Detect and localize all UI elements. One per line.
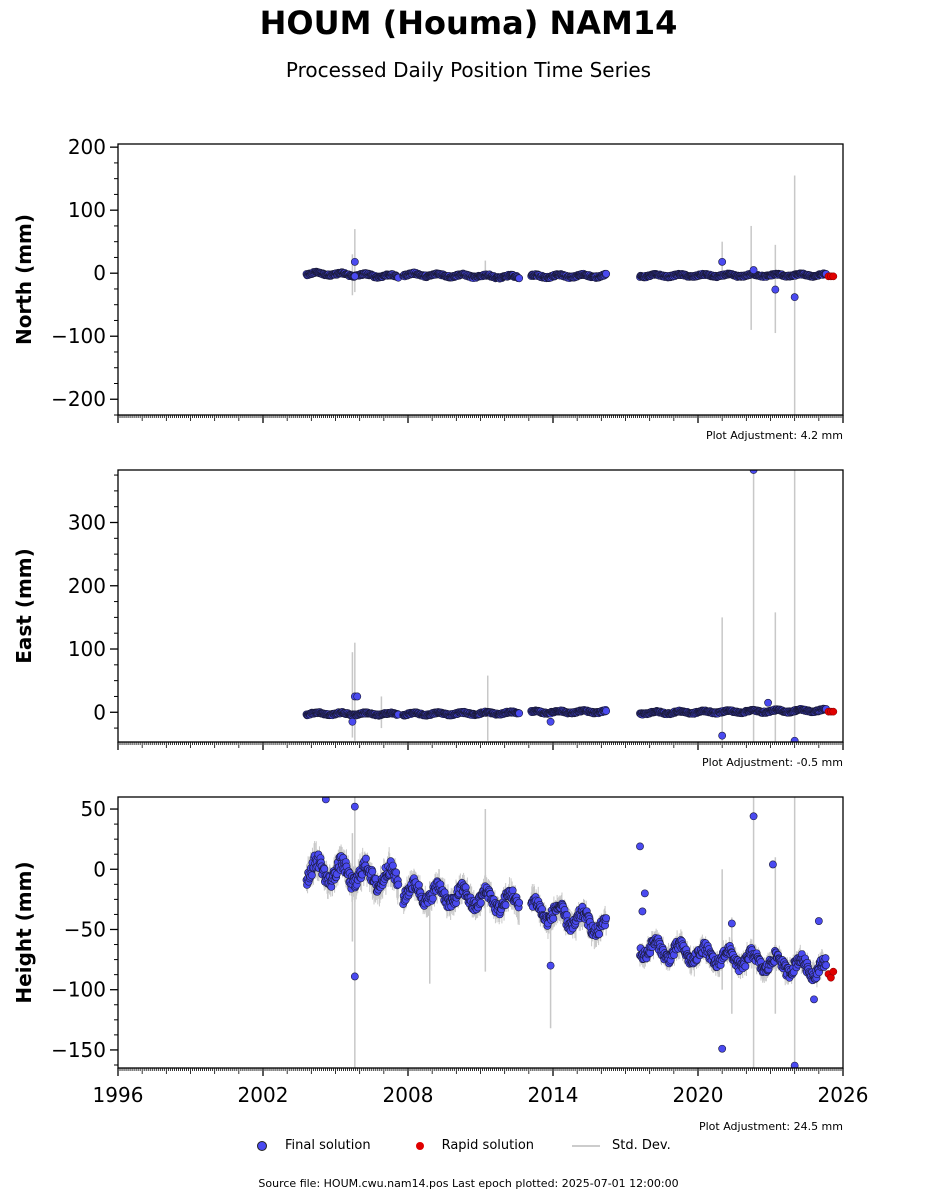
final-point xyxy=(353,692,362,701)
rapid-point xyxy=(829,707,838,716)
y-axis-label: North (mm) xyxy=(12,214,36,345)
final-point xyxy=(790,736,799,742)
y-tick-label: 100 xyxy=(68,637,106,661)
y-tick-label: 300 xyxy=(68,511,106,535)
y-axis-label: East (mm) xyxy=(12,548,36,664)
chart-title: HOUM (Houma) NAM14 xyxy=(259,4,678,42)
y-tick-label: 200 xyxy=(68,135,106,159)
final-point xyxy=(602,269,611,278)
final-point xyxy=(790,293,799,302)
final-point xyxy=(749,470,758,474)
final-point xyxy=(515,274,524,283)
final-point xyxy=(718,257,727,266)
y-tick-label: −200 xyxy=(51,387,106,411)
final-point xyxy=(764,698,772,707)
panel-2-data xyxy=(302,470,838,742)
final-point xyxy=(718,731,727,740)
final-point xyxy=(350,257,359,266)
plot-adjustment-note: Plot Adjustment: -0.5 mm xyxy=(702,756,843,769)
panel-2: 300 200 100 0 East (mm) Plot Adjustment: -0.5… xyxy=(12,469,844,769)
final-point xyxy=(749,266,758,274)
y-tick-label: 200 xyxy=(68,574,106,598)
panel-3-data xyxy=(302,797,838,1068)
panel-1: 200 100 0 −100 −200 North (mm) Plot Adjustment… xyxy=(12,135,844,442)
rapid-point xyxy=(829,272,838,281)
final-point xyxy=(348,717,357,726)
y-tick-label: 0 xyxy=(93,700,106,724)
y-tick-label: 0 xyxy=(93,261,106,285)
final-point xyxy=(771,285,780,294)
panel-frame xyxy=(117,469,844,743)
plot-adjustment-note: Plot Adjustment: 4.2 mm xyxy=(706,429,843,442)
chart-subtitle: Processed Daily Position Time Series xyxy=(285,58,652,82)
final-point xyxy=(350,272,359,281)
final-point xyxy=(546,717,555,726)
final-point xyxy=(515,709,524,718)
final-point xyxy=(602,707,611,715)
y-tick-label: −100 xyxy=(51,324,106,348)
panel-1-data xyxy=(302,175,838,415)
y-tick-label: 100 xyxy=(68,198,106,222)
